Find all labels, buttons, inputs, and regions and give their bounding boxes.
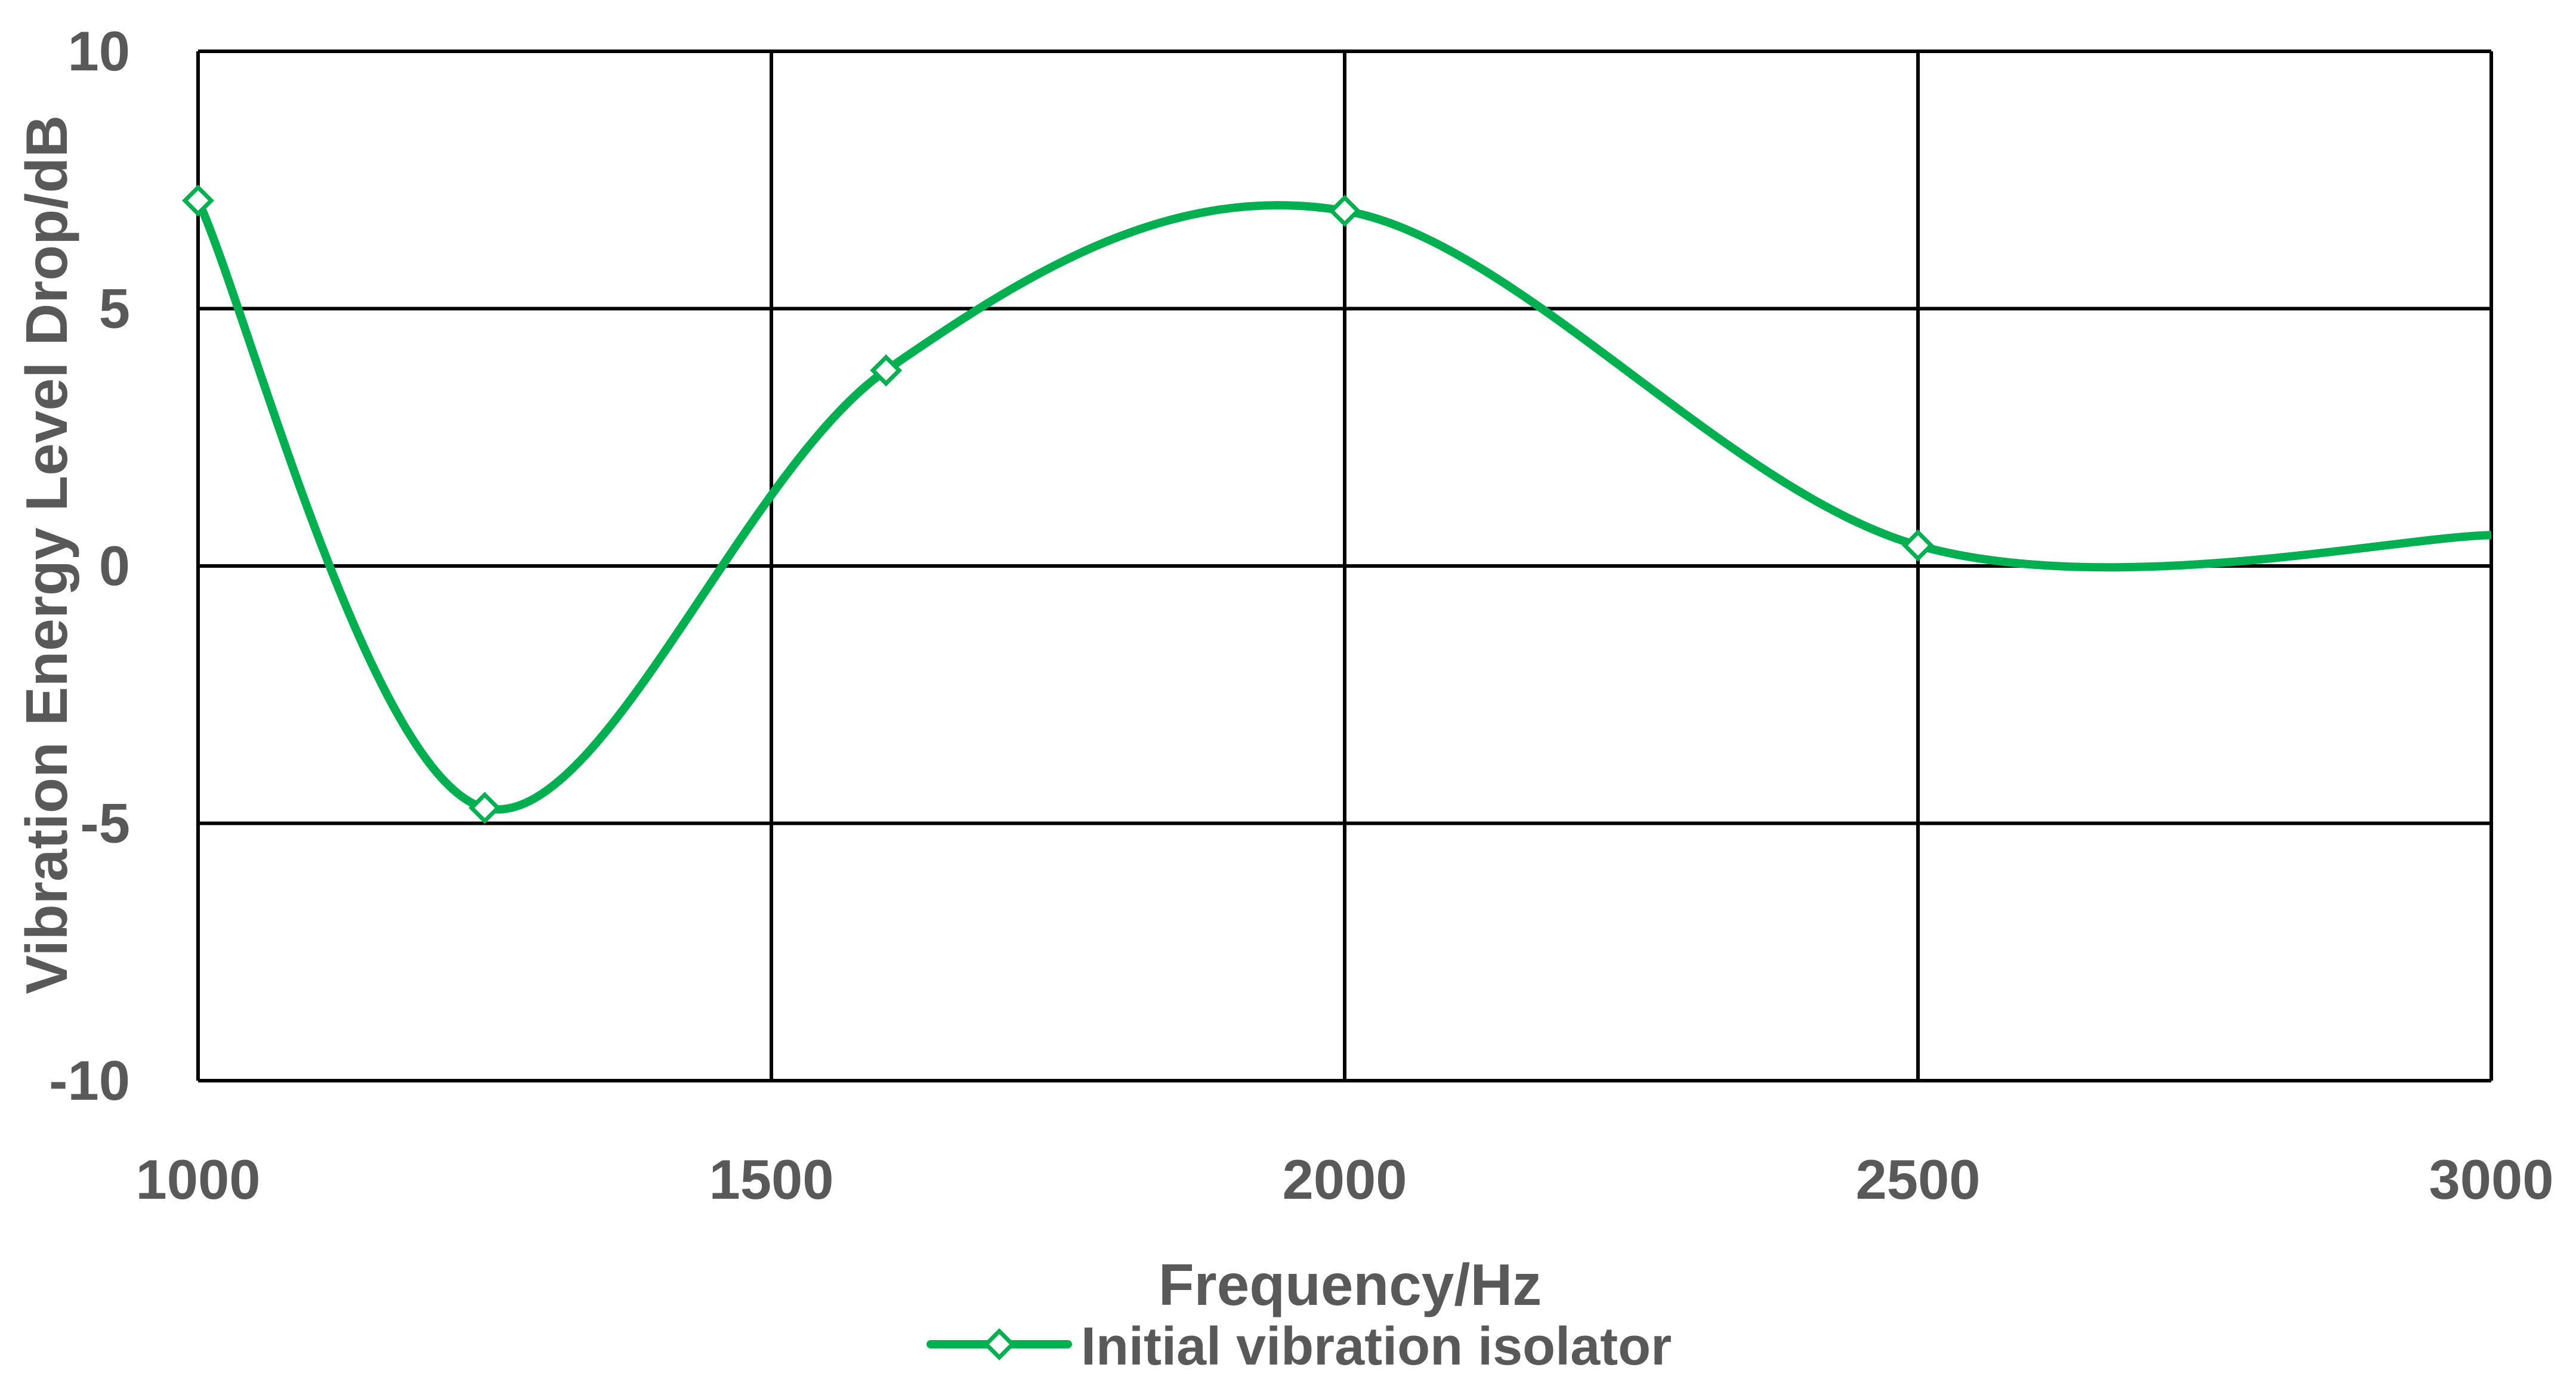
x-tick-labels: 1000 1500 2000 2500 3000 xyxy=(135,1148,2553,1211)
legend-marker-diamond xyxy=(983,1328,1015,1360)
y-tick-label: 0 xyxy=(99,534,130,597)
y-tick-label: -10 xyxy=(49,1049,130,1112)
legend-label: Initial vibration isolator xyxy=(1081,1317,1672,1376)
y-tick-label: 10 xyxy=(67,20,130,82)
data-point-marker xyxy=(1329,194,1361,227)
x-tick-label: 3000 xyxy=(2429,1148,2553,1211)
y-axis-title: Vibration Energy Level Drop/dB xyxy=(14,115,79,994)
x-tick-label: 2500 xyxy=(1855,1148,1980,1211)
y-tick-label: 5 xyxy=(99,277,130,340)
x-axis-title: Frequency/Hz xyxy=(1159,1252,1542,1317)
legend: Initial vibration isolator xyxy=(926,1317,1672,1376)
data-point-marker xyxy=(1902,529,1934,562)
x-tick-label: 1500 xyxy=(709,1148,833,1211)
data-point-marker xyxy=(182,184,214,217)
data-point-marker xyxy=(870,354,903,387)
y-tick-labels: 10 5 0 -5 -10 xyxy=(49,20,130,1112)
data-point-marker xyxy=(468,791,501,824)
series-line xyxy=(194,199,2492,814)
series-layer xyxy=(182,184,2492,824)
x-tick-label: 1000 xyxy=(135,1148,260,1211)
x-tick-label: 2000 xyxy=(1282,1148,1407,1211)
y-tick-label: -5 xyxy=(80,792,130,855)
